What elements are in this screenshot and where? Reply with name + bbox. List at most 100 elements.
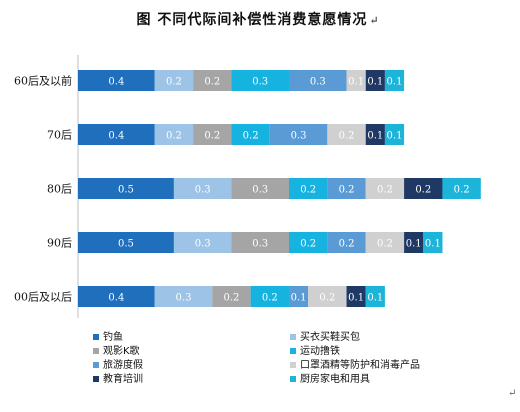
data-label: 0.2 bbox=[204, 131, 220, 142]
category-label: 70后 bbox=[47, 129, 72, 142]
data-label: 0.1 bbox=[406, 239, 422, 250]
bar-segment bbox=[365, 232, 405, 253]
bar-segment bbox=[78, 70, 155, 91]
legend-swatch bbox=[93, 376, 99, 382]
bar-segment bbox=[308, 286, 347, 307]
data-label: 0.2 bbox=[224, 293, 240, 304]
data-label: 0.1 bbox=[291, 293, 307, 304]
data-label: 0.3 bbox=[176, 293, 192, 304]
data-label: 0.1 bbox=[367, 131, 383, 142]
chart-title: 图 不同代际间补偿性消费意愿情况 ↵ bbox=[136, 11, 379, 28]
bar-segment bbox=[231, 178, 289, 199]
data-label: 0.2 bbox=[166, 77, 182, 88]
data-label: 0.4 bbox=[108, 293, 124, 304]
bar-segment bbox=[365, 124, 385, 145]
legend-label: 钓鱼 bbox=[103, 330, 123, 343]
data-label: 0.2 bbox=[319, 293, 335, 304]
legend-swatch bbox=[290, 376, 296, 382]
bar-segment bbox=[289, 178, 328, 199]
legend-label: 买衣买鞋买包 bbox=[300, 330, 360, 343]
bar-segment bbox=[365, 70, 385, 91]
data-label: 0.3 bbox=[195, 239, 211, 250]
data-label: 0.2 bbox=[339, 185, 355, 196]
data-label: 0.3 bbox=[252, 77, 268, 88]
bar-segment bbox=[78, 232, 174, 253]
bar-segment bbox=[423, 232, 443, 253]
data-label: 0.3 bbox=[310, 77, 326, 88]
bar-segment bbox=[193, 124, 232, 145]
bar-segment bbox=[250, 286, 289, 307]
data-label: 0.1 bbox=[387, 77, 403, 88]
data-label: 0.1 bbox=[425, 239, 441, 250]
bar-segment bbox=[384, 70, 405, 91]
data-label: 0.2 bbox=[454, 185, 470, 196]
corner-return-mark: ↵ bbox=[508, 388, 516, 399]
data-label: 0.4 bbox=[108, 131, 124, 142]
bar-segment bbox=[442, 178, 481, 199]
bar-segment bbox=[193, 70, 232, 91]
bar-segment bbox=[78, 178, 174, 199]
data-label: 0.5 bbox=[118, 239, 134, 250]
bar-segment bbox=[173, 178, 232, 199]
bar-segment bbox=[78, 124, 155, 145]
bar-segment bbox=[231, 124, 270, 145]
data-label: 0.2 bbox=[300, 185, 316, 196]
data-label: 0.1 bbox=[367, 293, 383, 304]
data-label: 0.3 bbox=[291, 131, 307, 142]
data-label: 0.2 bbox=[262, 293, 278, 304]
data-label: 0.3 bbox=[195, 185, 211, 196]
category-label: 60后及以前 bbox=[14, 74, 72, 88]
bars-group: 0.4 0.2 0.2 0.3 0.3 0.1 0.1 0.10.4 0.2 0.2 0.2 0.3 0… bbox=[78, 70, 481, 307]
bar-segment bbox=[212, 286, 251, 307]
bar-segment bbox=[384, 124, 405, 145]
legend-label: 口罩酒精等防护和消毒产品 bbox=[300, 358, 420, 371]
data-label: 0.3 bbox=[252, 185, 268, 196]
bar-segment bbox=[269, 124, 328, 145]
bar-segment bbox=[365, 286, 385, 307]
bar-segment bbox=[346, 286, 366, 307]
bar-segment bbox=[289, 286, 309, 307]
category-label: 80后 bbox=[47, 183, 72, 196]
bar-segment bbox=[78, 286, 155, 307]
data-label: 0.2 bbox=[415, 185, 431, 196]
data-label: 0.1 bbox=[348, 77, 364, 88]
category-label: 00后及以后 bbox=[14, 291, 72, 304]
bar-segment bbox=[231, 70, 289, 91]
data-label: 0.2 bbox=[166, 131, 182, 142]
bar-segment bbox=[327, 178, 366, 199]
data-label: 0.1 bbox=[367, 77, 383, 88]
legend-swatch bbox=[93, 362, 99, 368]
bar-segment bbox=[154, 286, 213, 307]
data-label: 0.3 bbox=[252, 239, 268, 250]
bar-segment bbox=[231, 232, 289, 253]
legend-swatch bbox=[93, 348, 99, 354]
data-label: 0.1 bbox=[348, 293, 364, 304]
legend-label: 厨房家电和用具 bbox=[300, 372, 370, 385]
data-label: 0.1 bbox=[387, 131, 403, 142]
bar-segment bbox=[173, 232, 232, 253]
legend-label: 旅游度假 bbox=[103, 358, 143, 371]
data-label: 0.2 bbox=[204, 77, 220, 88]
legend-swatch bbox=[290, 362, 296, 368]
legend-label: 运动撸铁 bbox=[300, 344, 340, 357]
bar-segment bbox=[327, 124, 366, 145]
bar-segment bbox=[346, 70, 366, 91]
data-label: 0.5 bbox=[118, 185, 134, 196]
data-label: 0.2 bbox=[377, 239, 393, 250]
bar-segment bbox=[289, 232, 328, 253]
data-label: 0.4 bbox=[108, 77, 124, 88]
data-label: 0.2 bbox=[377, 185, 393, 196]
legend-label: 观影K歌 bbox=[103, 344, 140, 357]
legend-swatch bbox=[290, 348, 296, 354]
legend-swatch bbox=[290, 334, 296, 340]
bar-segment bbox=[404, 178, 443, 199]
legend-swatch bbox=[93, 334, 99, 340]
legend-label: 教育培训 bbox=[103, 372, 143, 385]
bar-segment bbox=[154, 124, 194, 145]
data-label: 0.2 bbox=[339, 131, 355, 142]
data-label: 0.2 bbox=[339, 239, 355, 250]
bar-segment bbox=[289, 70, 347, 91]
bar-segment bbox=[365, 178, 405, 199]
bar-segment bbox=[154, 70, 194, 91]
